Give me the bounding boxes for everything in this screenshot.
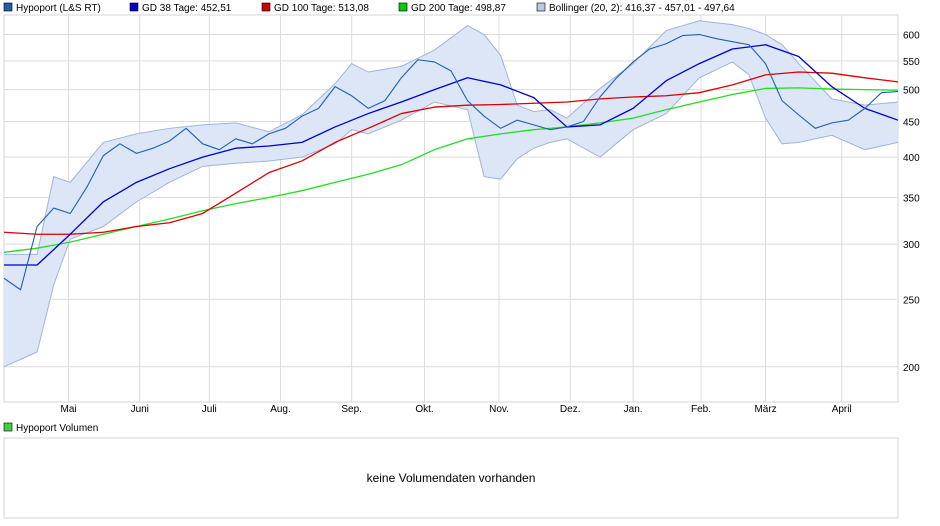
y-tick-label: 500	[903, 86, 920, 97]
y-axis-labels: 200 250 300 350 400 450 500 550 600	[903, 31, 920, 374]
x-tick-label: Juni	[131, 404, 149, 415]
bollinger-lower-line	[3, 61, 899, 368]
y-tick-label: 250	[903, 295, 920, 306]
x-tick-label: März	[754, 404, 776, 415]
x-tick-label: April	[832, 404, 852, 415]
gd200-line	[3, 87, 899, 253]
gd38-line	[4, 44, 899, 266]
price-plot-frame	[3, 14, 899, 403]
gd100-line	[3, 71, 899, 235]
x-tick-label: Juli	[202, 404, 217, 415]
legend-label-4: Bollinger (20, 2): 416,37 - 457,01 - 497…	[549, 3, 735, 14]
x-tick-label: Mai	[61, 404, 77, 415]
x-axis-labels: Mai Juni Juli Aug. Sep. Okt. Nov. Dez. Jan. Feb. M…	[61, 404, 852, 415]
bollinger-upper-line	[4, 20, 899, 255]
legend-swatch-3	[398, 2, 408, 12]
legend-swatch-1	[129, 2, 139, 12]
y-tick-label: 600	[903, 31, 920, 42]
volume-legend-label: Hypoport Volumen	[16, 423, 98, 434]
legend-label-0: Hypoport (L&S RT)	[16, 3, 101, 14]
volume-empty-message: keine Volumendaten vorhanden	[367, 471, 536, 485]
x-tick-label: Dez.	[560, 404, 581, 415]
bollinger-area	[4, 20, 898, 367]
x-tick-label: Jan.	[624, 404, 643, 415]
x-tick-label: Sep.	[341, 404, 362, 415]
series-lines	[3, 33, 899, 291]
volume-legend: Hypoport Volumen	[3, 422, 98, 434]
price-line	[3, 33, 899, 291]
legend-label-2: GD 100 Tage: 513,08	[274, 3, 369, 14]
y-tick-label: 400	[903, 153, 920, 164]
x-tick-label: Okt.	[415, 404, 433, 415]
y-tick-label: 450	[903, 118, 920, 129]
price-legend: Hypoport (L&S RT) GD 38 Tage: 452,51 GD 10…	[3, 2, 735, 14]
bollinger-band	[3, 20, 899, 368]
y-tick-label: 300	[903, 240, 920, 251]
x-tick-label: Feb.	[691, 404, 711, 415]
volume-legend-swatch	[3, 422, 13, 432]
legend-label-1: GD 38 Tage: 452,51	[142, 3, 232, 14]
x-tick-label: Aug.	[270, 404, 291, 415]
volume-panel-frame	[3, 437, 899, 519]
x-tick-label: Nov.	[489, 404, 509, 415]
legend-swatch-4	[536, 2, 546, 12]
legend-swatch-2	[261, 2, 271, 12]
legend-label-3: GD 200 Tage: 498,87	[411, 3, 506, 14]
y-tick-label: 550	[903, 57, 920, 68]
legend-swatch-0	[3, 2, 13, 12]
y-tick-label: 350	[903, 194, 920, 205]
y-tick-label: 200	[903, 363, 920, 374]
